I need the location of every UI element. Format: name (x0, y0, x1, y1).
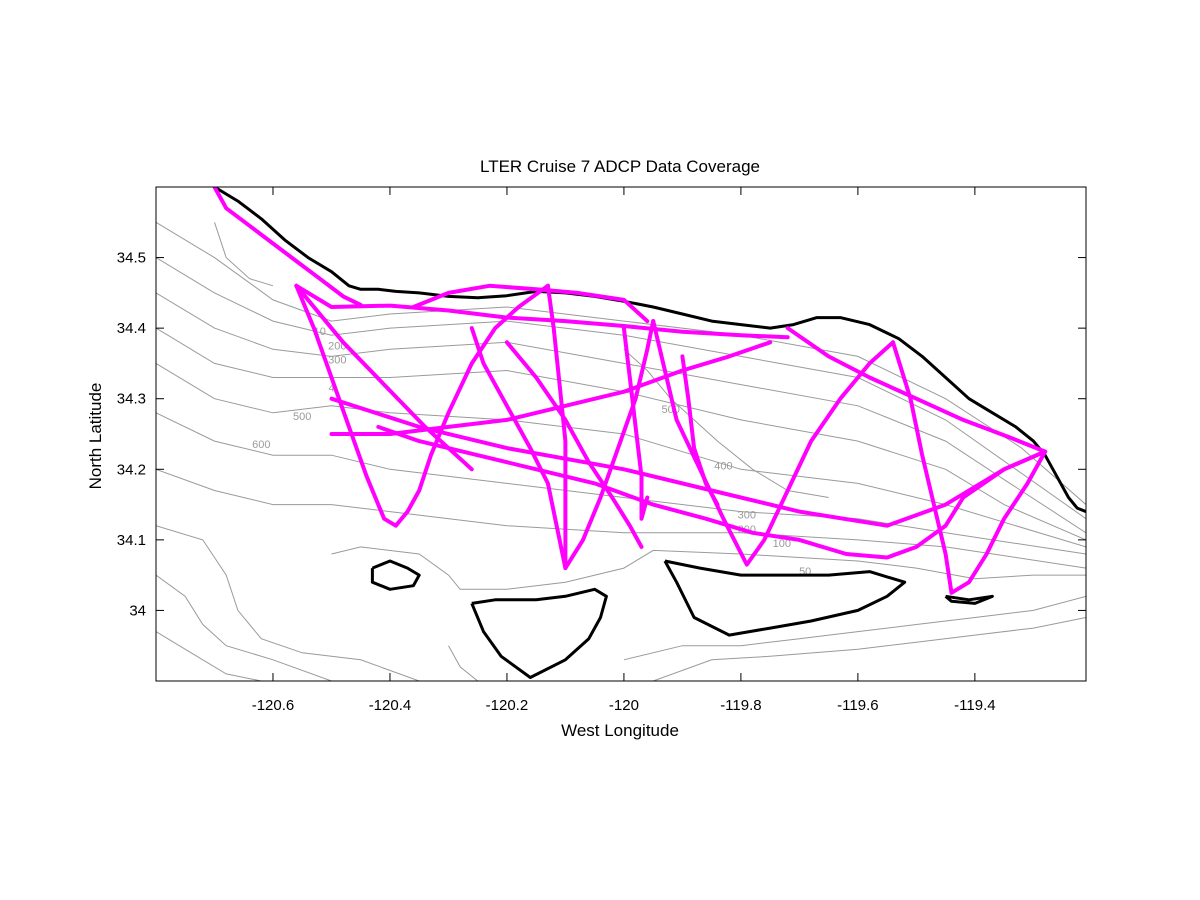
contour-label-3: 4 (328, 383, 334, 395)
depth-contour-13 (448, 645, 479, 681)
y-tick-label-4: 34.4 (117, 320, 146, 337)
adcp-track-11 (329, 340, 773, 436)
y-tick-label-1: 34.1 (117, 532, 146, 549)
depth-contour-7 (156, 525, 420, 681)
coastline-3 (663, 559, 907, 637)
coastline-2 (470, 587, 608, 679)
adcp-track-1 (294, 283, 790, 340)
adcp-track-4 (545, 283, 656, 571)
adcp-track-8 (785, 326, 1048, 454)
depth-contour-9 (156, 631, 262, 681)
x-tick-label-4: -119.8 (720, 697, 761, 714)
adcp-track-3 (294, 283, 474, 472)
depth-contour-0 (156, 221, 1086, 505)
y-axis-ticks: 34 34.1 34.2 34.3 34.4 34.5 (117, 250, 1086, 619)
contour-label-5: 600 (252, 439, 270, 451)
depth-contour-14 (214, 222, 274, 287)
adcp-track-0 (212, 187, 363, 307)
adcp-track-10 (329, 396, 1048, 528)
adcp-track-2 (294, 283, 550, 528)
adcp-track-14 (376, 424, 1048, 560)
x-tick-label-1: -120.4 (369, 697, 412, 714)
contour-label-4: 500 (293, 411, 311, 423)
adcp-track-15 (504, 340, 644, 549)
adcp-track-12 (621, 326, 650, 521)
x-axis-ticks: -120.6 -120.4 -120.2 -120 -119.8 -119.6 -119.4 (252, 187, 996, 714)
y-tick-label-0: 34 (129, 602, 146, 619)
adcp-track-13 (680, 354, 720, 507)
contour-label-7: 400 (714, 460, 732, 472)
contour-label-2: 300 (328, 354, 346, 366)
plot-frame (155, 186, 1087, 682)
adcp-track-6 (411, 283, 650, 324)
coastline-4 (944, 594, 994, 605)
adcp-track-5 (469, 326, 568, 571)
y-axis-label: North Latitude (86, 383, 105, 490)
x-tick-label-3: -120 (609, 697, 639, 714)
y-tick-label-5: 34.5 (117, 250, 146, 267)
ship-tracks (212, 187, 1048, 595)
x-axis-label: West Longitude (561, 721, 679, 740)
contour-label-10: 100 (773, 538, 791, 550)
adcp-track-7 (651, 319, 895, 567)
adcp-track-9 (891, 340, 1048, 595)
depth-contour-12 (653, 617, 1086, 681)
depth-contour-10 (331, 546, 1086, 590)
coastline-1 (370, 559, 421, 591)
contour-label-8: 300 (738, 510, 756, 522)
x-tick-label-5: -119.6 (837, 697, 878, 714)
x-tick-label-6: -119.4 (954, 697, 995, 714)
coastline-0 (213, 187, 1086, 513)
depth-contour-6 (156, 468, 1086, 569)
depth-contour-2 (156, 292, 1086, 534)
depth-contour-1 (156, 257, 1086, 520)
coastlines (213, 187, 1086, 679)
depth-contour-15 (623, 348, 829, 498)
depth-contour-5 (156, 412, 1086, 555)
y-tick-label-2: 34.2 (117, 461, 146, 478)
x-tick-label-2: -120.2 (486, 697, 529, 714)
x-tick-label-0: -120.6 (252, 697, 295, 714)
depth-contour-8 (156, 574, 332, 681)
depth-contour-11 (623, 595, 1086, 661)
map-title: LTER Cruise 7 ADCP Data Coverage (480, 157, 760, 176)
depth-contour-3 (156, 327, 1086, 541)
y-tick-label-3: 34.3 (117, 391, 146, 408)
